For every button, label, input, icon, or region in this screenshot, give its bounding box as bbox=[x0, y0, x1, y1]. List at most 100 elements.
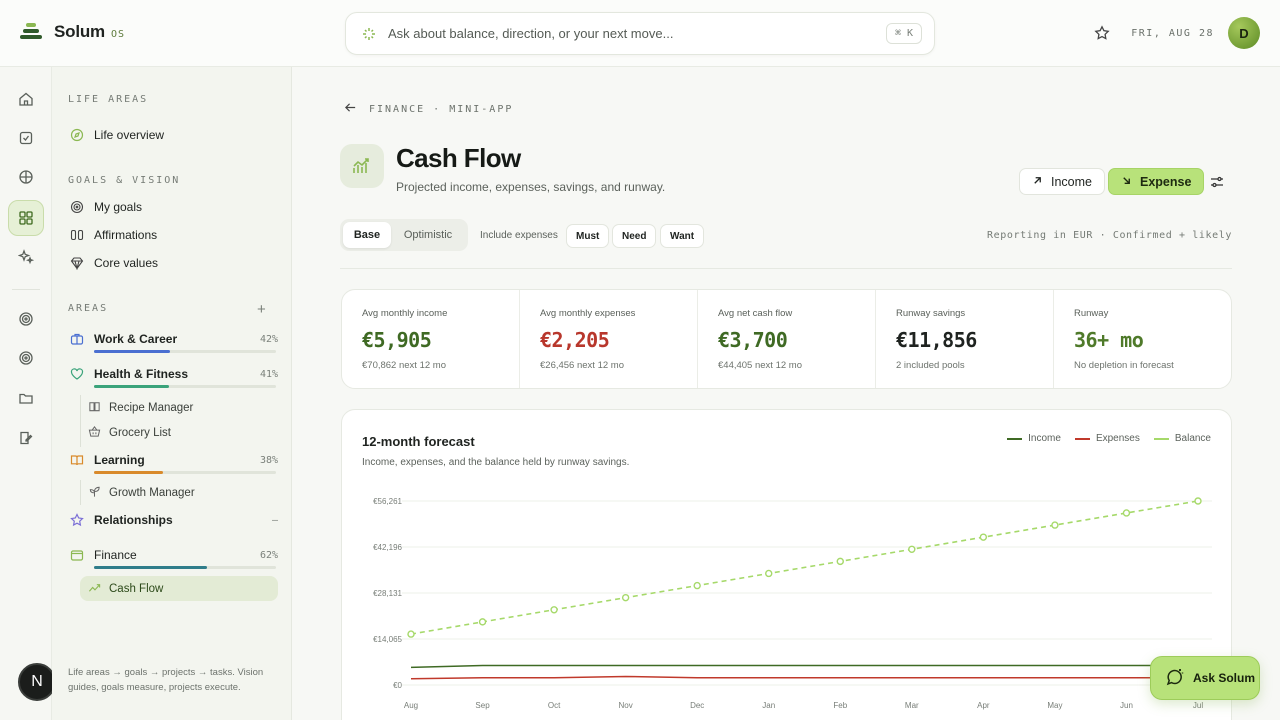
balance-point bbox=[407, 630, 415, 638]
logo-icon bbox=[20, 23, 42, 41]
arrow-down-right-icon bbox=[1121, 175, 1132, 189]
stat-subtext: €70,862 next 12 mo bbox=[362, 360, 446, 371]
sparkles-icon[interactable] bbox=[8, 239, 44, 275]
star-icon bbox=[68, 511, 86, 529]
legend-expenses[interactable]: Expenses bbox=[1074, 433, 1140, 444]
compass-icon[interactable] bbox=[8, 159, 44, 195]
chart-title: 12-month forecast bbox=[362, 434, 475, 449]
balance-point bbox=[550, 606, 558, 614]
home-icon[interactable] bbox=[8, 81, 44, 117]
sidebar-subitem-cash-flow[interactable]: Cash Flow bbox=[88, 581, 163, 597]
scenario-base-tab[interactable]: Base bbox=[343, 222, 391, 248]
legend-label: Balance bbox=[1174, 433, 1211, 444]
legend-balance[interactable]: Balance bbox=[1153, 433, 1211, 444]
journal-icon[interactable] bbox=[8, 420, 44, 456]
scenario-optimistic-tab[interactable]: Optimistic bbox=[403, 229, 453, 241]
add-expense-button[interactable]: Expense bbox=[1108, 168, 1205, 195]
app-logo[interactable]: Solum OS bbox=[20, 22, 125, 42]
summary-stats: Avg monthly income €5,905 €70,862 next 1… bbox=[341, 289, 1232, 389]
chip-want[interactable]: Want bbox=[660, 224, 705, 248]
add-area-button[interactable]: + bbox=[257, 301, 266, 318]
sidebar-item-finance[interactable]: Finance 62% bbox=[68, 546, 278, 564]
open-book-icon bbox=[68, 451, 86, 469]
x-tick-label: Mar bbox=[905, 701, 919, 710]
sidebar-footer-note: Life areas → goals → projects → tasks. V… bbox=[68, 667, 264, 693]
stat-value: €3,700 bbox=[718, 328, 788, 352]
tasks-icon[interactable] bbox=[8, 120, 44, 156]
stat-value: €5,905 bbox=[362, 328, 432, 352]
y-tick-label: €14,065 bbox=[373, 635, 402, 644]
area-progress-pct: 41% bbox=[259, 368, 278, 380]
sidebar-item-life-overview[interactable]: Life overview bbox=[68, 126, 278, 144]
chip-must[interactable]: Must bbox=[566, 224, 610, 248]
breadcrumb: FINANCE · MINI-APP bbox=[344, 101, 513, 117]
sidebar-item-affirmations[interactable]: Affirmations bbox=[68, 226, 278, 244]
sidebar-subitem-grocery-list[interactable]: Grocery List bbox=[88, 425, 171, 441]
life-areas-heading: LIFE AREAS bbox=[68, 94, 149, 105]
sidebar-item-core-values[interactable]: Core values bbox=[68, 254, 278, 272]
main-content: FINANCE · MINI-APP Cash Flow Projected i… bbox=[292, 67, 1280, 720]
area-progress-pct: – bbox=[271, 514, 278, 526]
forecast-chart-card: €0 €14,065 €28,131 €42,196 €56,261 Aug Sep Oct N… bbox=[341, 409, 1232, 720]
chart-legend: Income Expenses Balance bbox=[1007, 433, 1211, 444]
ask-solum-button[interactable]: Ask Solum bbox=[1150, 656, 1260, 700]
goals-heading: GOALS & VISION bbox=[68, 175, 181, 186]
sidebar-item-my-goals[interactable]: My goals bbox=[68, 198, 278, 216]
sidebar-item-health-fitness[interactable]: Health & Fitness 41% bbox=[68, 365, 278, 383]
subitem-label: Cash Flow bbox=[109, 583, 164, 595]
breadcrumb-text: FINANCE · MINI-APP bbox=[369, 103, 514, 115]
stat-value: €2,205 bbox=[540, 328, 610, 352]
quote-icon bbox=[68, 226, 86, 244]
ask-search-bar[interactable]: Ask about balance, direction, or your ne… bbox=[345, 12, 935, 55]
stat-card: Runway savings €11,856 2 included pools bbox=[876, 290, 1054, 388]
y-tick-label: €56,261 bbox=[373, 497, 402, 506]
sidebar-item-label: My goals bbox=[94, 200, 143, 214]
current-date: FRI, AUG 28 bbox=[1131, 27, 1214, 39]
expense-button-label: Expense bbox=[1140, 174, 1192, 189]
sidebar-item-label: Core values bbox=[94, 256, 159, 270]
page-title: Cash Flow bbox=[396, 143, 521, 173]
folder-icon[interactable] bbox=[8, 380, 44, 416]
sidebar-item-relationships[interactable]: Relationships – bbox=[68, 511, 278, 529]
stat-label: Avg monthly income bbox=[362, 308, 448, 319]
sidebar-item-label: Health & Fitness bbox=[94, 367, 189, 381]
stat-card: Avg net cash flow €3,700 €44,405 next 12… bbox=[698, 290, 876, 388]
target-icon[interactable] bbox=[8, 301, 44, 337]
balance-point bbox=[1194, 497, 1202, 505]
icon-rail: N bbox=[0, 67, 56, 720]
shortcut-badge: ⌘ K bbox=[885, 23, 922, 44]
chat-sparkle-icon bbox=[1165, 667, 1185, 690]
user-avatar[interactable]: D bbox=[1228, 17, 1260, 49]
back-arrow-icon[interactable] bbox=[344, 101, 357, 117]
balance-point bbox=[765, 569, 773, 578]
stat-value: 36+ mo bbox=[1074, 328, 1144, 352]
chip-need[interactable]: Need bbox=[612, 224, 657, 248]
sidebar: LIFE AREAS Life overview GOALS & VISION … bbox=[52, 67, 292, 720]
area-progress-pct: 38% bbox=[259, 454, 278, 466]
x-tick-label: Oct bbox=[548, 701, 561, 710]
n-badge-button[interactable]: N bbox=[18, 663, 56, 701]
series-line-balance bbox=[410, 500, 1199, 635]
page-subtitle: Projected income, expenses, savings, and… bbox=[396, 180, 666, 194]
y-tick-label: €42,196 bbox=[373, 543, 402, 552]
sidebar-subitem-recipe-manager[interactable]: Recipe Manager bbox=[88, 400, 193, 416]
sidebar-subitem-growth-manager[interactable]: Growth Manager bbox=[88, 485, 195, 501]
legend-income[interactable]: Income bbox=[1007, 433, 1061, 444]
app-name: Solum bbox=[54, 22, 105, 41]
x-tick-label: Jun bbox=[1120, 701, 1133, 710]
cash-flow-app-icon bbox=[340, 144, 384, 188]
star-icon[interactable] bbox=[1087, 18, 1117, 48]
sidebar-item-learning[interactable]: Learning 38% bbox=[68, 451, 278, 469]
x-tick-label: Dec bbox=[690, 701, 704, 710]
sidebar-item-work-career[interactable]: Work & Career 42% bbox=[68, 330, 278, 348]
top-bar: Solum OS Ask about balance, direction, o… bbox=[0, 0, 1280, 67]
balance-point bbox=[1122, 509, 1131, 517]
reporting-currency-note: Reporting in EUR · Confirmed + likely bbox=[987, 230, 1232, 241]
mini-apps-icon[interactable] bbox=[8, 200, 44, 236]
briefcase-icon bbox=[68, 330, 86, 348]
arrow-up-right-icon bbox=[1032, 175, 1043, 189]
chart-subtitle: Income, expenses, and the balance held b… bbox=[362, 457, 630, 468]
add-income-button[interactable]: Income bbox=[1019, 168, 1105, 195]
filter-settings-icon[interactable] bbox=[1206, 171, 1228, 193]
focus-icon[interactable] bbox=[8, 340, 44, 376]
